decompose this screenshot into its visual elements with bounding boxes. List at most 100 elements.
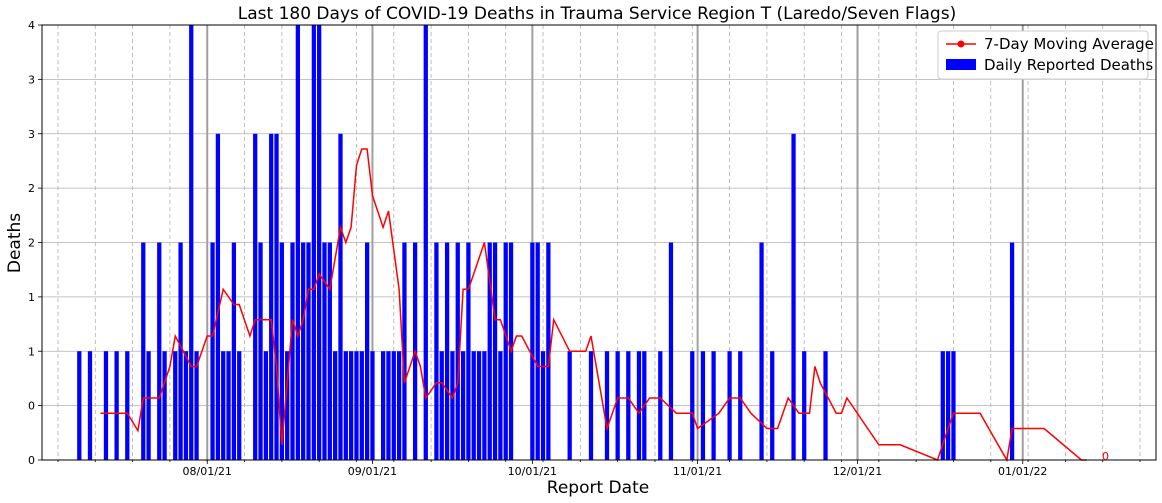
bar: [487, 242, 492, 460]
bar: [636, 351, 642, 460]
bar: [146, 351, 151, 460]
bar: [423, 25, 428, 460]
bar: [349, 351, 354, 460]
bar: [194, 351, 199, 460]
bar: [141, 242, 146, 460]
chart-title: Last 180 Days of COVID-19 Deaths in Trau…: [238, 4, 956, 24]
bar: [567, 351, 572, 460]
bar: [439, 351, 444, 460]
bar: [476, 351, 482, 460]
x-axis-title: Report Date: [547, 478, 649, 498]
bar: [157, 242, 162, 460]
legend-marker-swatch: [957, 40, 965, 48]
bar: [274, 133, 279, 460]
bar: [940, 351, 945, 460]
bar: [189, 25, 194, 460]
bar: [540, 351, 546, 460]
bar: [535, 242, 540, 460]
y-tick-label: 3: [28, 73, 35, 86]
y-tick-label: 1: [28, 345, 35, 358]
y-tick-label: 0: [28, 400, 35, 413]
bar: [173, 351, 178, 460]
bar: [215, 133, 221, 460]
bar: [727, 351, 732, 460]
bar: [951, 351, 956, 460]
bar: [402, 242, 407, 460]
bar: [530, 242, 535, 460]
bar: [434, 242, 439, 460]
x-tick-label: 11/01/21: [673, 465, 722, 478]
bar: [301, 242, 306, 460]
grid: [42, 24, 1156, 461]
bar: [365, 242, 370, 460]
y-tick-label: 4: [28, 19, 35, 32]
bar: [471, 351, 476, 460]
y-tick-label: 0: [28, 454, 35, 467]
y-tick-label: 3: [28, 128, 35, 141]
bar: [354, 351, 359, 460]
bar: [823, 351, 828, 460]
bar: [466, 242, 471, 460]
axis-ticks: 0 0 1 1 2 2 3 3 4 08/01/21 09/01/21 10/01/21 11/01/2…: [28, 19, 1141, 478]
legend-box: [937, 30, 1149, 80]
bar: [285, 351, 290, 460]
bar: [503, 242, 508, 460]
bar: [359, 351, 364, 460]
bar: [690, 351, 695, 460]
bar: [615, 351, 620, 460]
bar: [343, 351, 348, 460]
legend-label-daily-deaths: Daily Reported Deaths: [984, 56, 1153, 74]
bar: [455, 242, 460, 460]
x-tick-label: 08/01/21: [183, 465, 232, 478]
y-tick-label: 2: [28, 182, 35, 195]
y-tick-label: 2: [28, 237, 35, 250]
bar: [103, 351, 109, 460]
bar: [588, 351, 594, 460]
bar: [311, 25, 316, 460]
bar: [386, 351, 391, 460]
bar: [317, 25, 322, 460]
bar: [258, 242, 263, 460]
bar: [306, 242, 311, 460]
bar: [1009, 242, 1015, 460]
bar: [125, 351, 130, 460]
y-tick-label: 1: [28, 291, 35, 304]
bar: [370, 351, 375, 460]
bar: [269, 133, 274, 460]
bar: [114, 351, 119, 460]
bar: [221, 351, 226, 460]
x-tick-label: 12/01/21: [833, 465, 882, 478]
moving-average-series: [100, 148, 1087, 463]
bar: [791, 133, 796, 460]
bar: [450, 351, 455, 460]
bar: [295, 25, 300, 460]
x-tick-label: 01/01/22: [998, 465, 1047, 478]
bar: [77, 351, 82, 460]
x-tick-label: 10/01/21: [508, 465, 557, 478]
bar: [226, 351, 231, 460]
legend-bar-swatch: [946, 59, 976, 70]
bar: [482, 351, 487, 460]
bar: [668, 242, 674, 460]
bar: [945, 351, 951, 460]
bar: [338, 133, 343, 460]
bar: [391, 351, 396, 460]
bar: [87, 351, 93, 460]
bar: [658, 351, 663, 460]
bar: [396, 351, 402, 460]
y-axis-title: Deaths: [5, 213, 25, 273]
bar: [162, 351, 167, 460]
bar: [546, 242, 551, 460]
bar: [498, 351, 503, 460]
bar: [333, 351, 338, 460]
x-tick-label: 09/01/21: [348, 465, 397, 478]
bar: [460, 351, 466, 460]
bar: [444, 242, 450, 460]
bar: [237, 351, 242, 460]
legend-label-moving-average: 7-Day Moving Average: [984, 35, 1154, 53]
bar: [327, 242, 332, 460]
bar: [492, 242, 498, 460]
bar: [290, 242, 295, 460]
bar: [759, 242, 764, 460]
